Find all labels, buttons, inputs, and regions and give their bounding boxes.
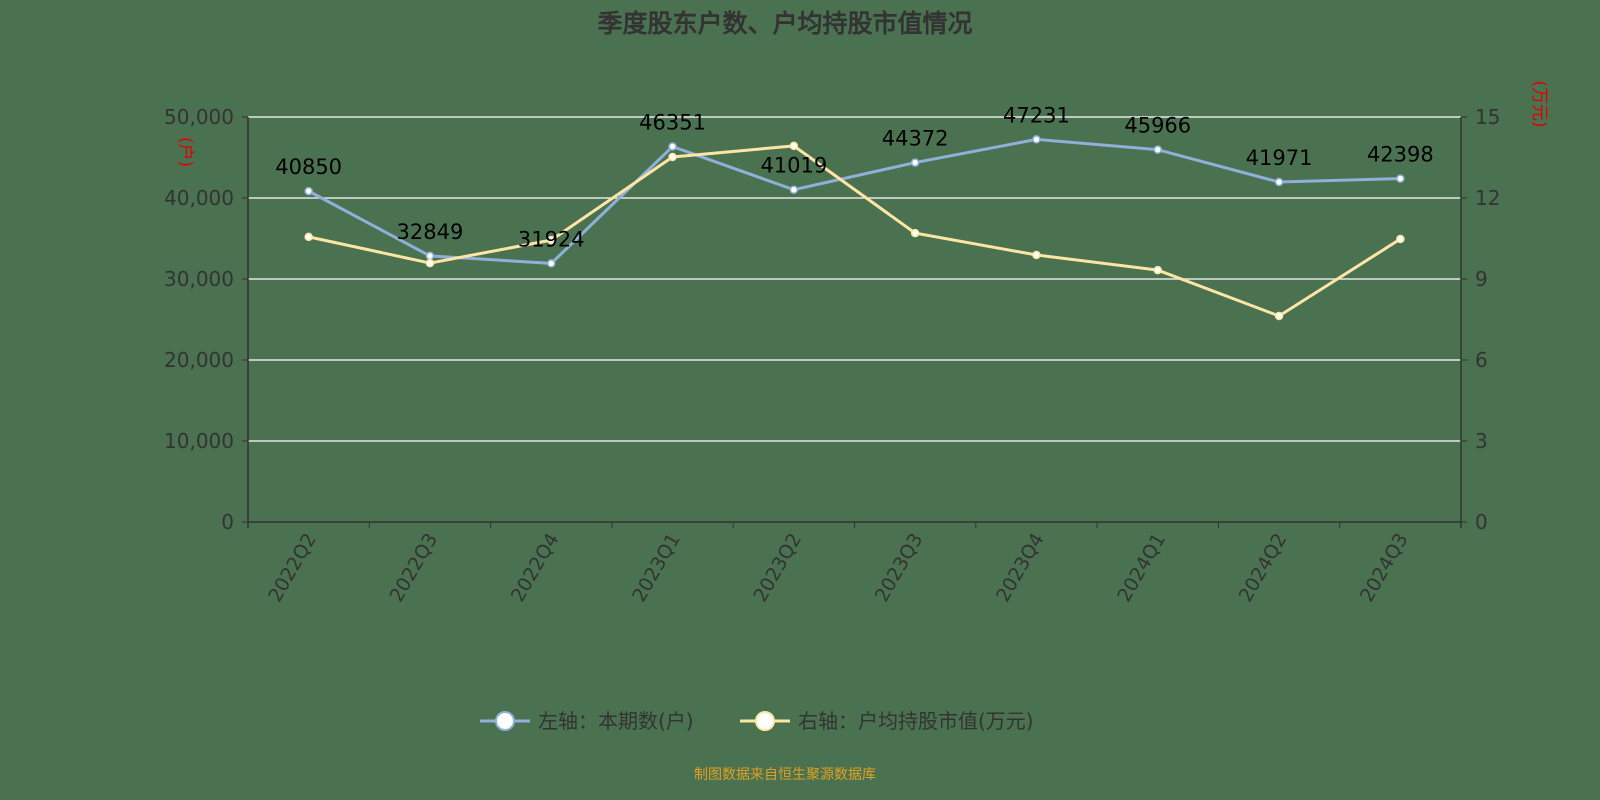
data-point (789, 141, 799, 151)
left-tick-label: 30,000 (164, 267, 234, 291)
data-point (425, 251, 435, 261)
data-point (547, 259, 556, 268)
left-tick-label: 50,000 (164, 105, 234, 129)
data-labels: 40850 32849 31924 46351 41019 44372 47231 45966… (275, 103, 1434, 251)
data-label: 42398 (1367, 143, 1434, 167)
data-point (425, 258, 435, 268)
data-point (547, 235, 556, 245)
legend-marker-icon (495, 711, 515, 731)
left-tick-label: 10,000 (164, 429, 234, 453)
series-line-1 (308, 144, 1402, 318)
data-point (304, 232, 313, 242)
data-point (304, 186, 313, 196)
right-tick-label: 3 (1475, 429, 1488, 453)
data-label: 44372 (882, 127, 949, 151)
data-point (1153, 145, 1162, 154)
right-tick-label: 9 (1475, 267, 1488, 291)
data-label: 32849 (397, 220, 464, 244)
x-tick-label: 2023Q4 (992, 530, 1049, 606)
right-tick-label: 12 (1475, 186, 1500, 210)
right-tick-label: 6 (1475, 348, 1488, 372)
data-point (910, 228, 920, 238)
x-tick-label: 2022Q3 (386, 530, 443, 606)
x-tick-label: 2022Q2 (264, 530, 321, 606)
x-tick-label: 2024Q3 (1356, 530, 1413, 606)
right-tick-label: 15 (1475, 105, 1500, 129)
data-label: 41019 (760, 154, 827, 178)
series (304, 135, 1405, 321)
x-tick-label: 2022Q4 (507, 530, 564, 606)
data-label: 47231 (1003, 103, 1070, 127)
x-tick-label: 2023Q3 (871, 530, 928, 606)
data-point (1274, 177, 1284, 187)
footer-source: 制图数据来自恒生聚源数据库 (694, 767, 876, 783)
data-point (789, 185, 799, 194)
right-axis-label: (万元) (1529, 80, 1549, 127)
legend-label-left: 左轴：本期数(户) (538, 709, 694, 733)
data-label: 46351 (639, 111, 706, 135)
data-point (1032, 135, 1041, 144)
grid (248, 116, 1461, 442)
data-point (1396, 174, 1405, 183)
data-label: 31924 (518, 227, 585, 251)
legend-label-right: 右轴：户均持股市值(万元) (798, 709, 1034, 733)
data-label: 40850 (275, 155, 342, 179)
left-tick-label: 0 (221, 510, 234, 534)
legend-marker-icon (755, 711, 775, 731)
data-label: 41971 (1246, 146, 1313, 170)
data-point (1032, 250, 1041, 260)
left-tick-label: 20,000 (164, 348, 234, 372)
x-tick-label: 2024Q2 (1235, 530, 1292, 606)
left-axis-label: (户) (175, 137, 195, 167)
data-point (1153, 265, 1162, 275)
legend-item-right[interactable]: 右轴：户均持股市值(万元) (740, 709, 1034, 733)
left-tick-label: 40,000 (164, 186, 234, 210)
data-point (1396, 234, 1405, 244)
series-line-0 (307, 137, 1401, 265)
x-tick-label: 2023Q2 (749, 530, 806, 606)
legend[interactable]: 左轴：本期数(户) 右轴：户均持股市值(万元) (480, 709, 1034, 733)
legend-item-left[interactable]: 左轴：本期数(户) (480, 709, 694, 733)
right-tick-label: 0 (1475, 510, 1488, 534)
data-label: 45966 (1124, 114, 1191, 138)
x-tick-label: 2024Q1 (1113, 530, 1170, 606)
chart-title: 季度股东户数、户均持股市值情况 (597, 9, 972, 38)
data-point (668, 152, 677, 162)
data-point (1274, 311, 1284, 321)
data-point (910, 158, 920, 167)
x-tick-label: 2023Q1 (628, 530, 685, 606)
data-point (668, 142, 677, 151)
